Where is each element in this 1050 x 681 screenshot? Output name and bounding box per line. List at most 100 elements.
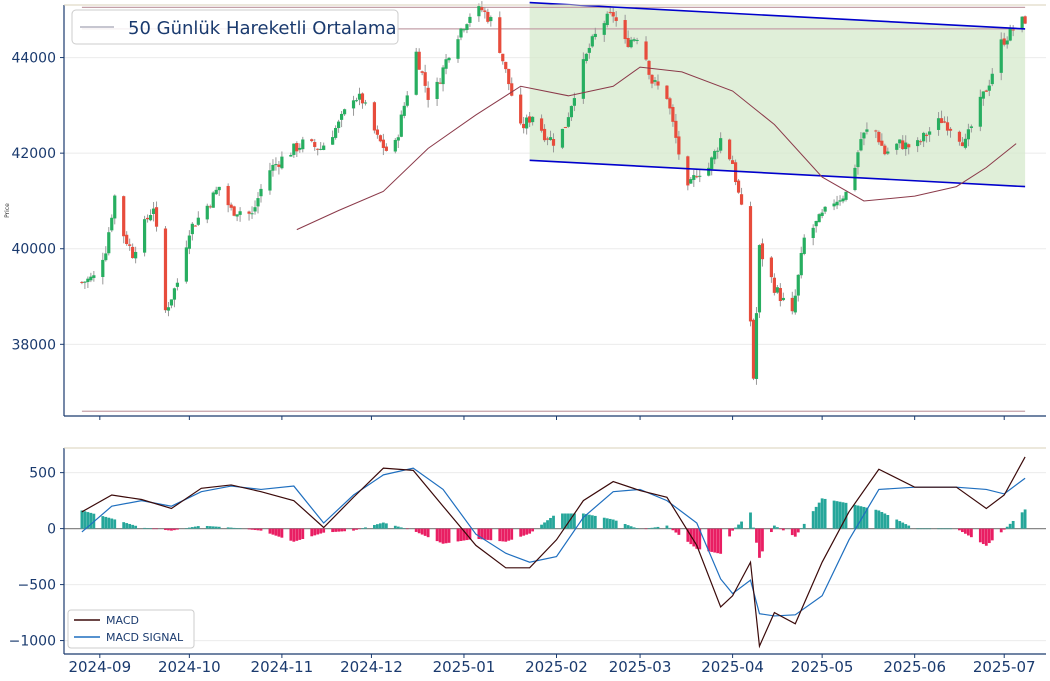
candle-body xyxy=(874,130,878,132)
x-tick-label: 2025-02 xyxy=(525,658,588,676)
candle-body xyxy=(566,117,571,127)
macd-histogram-bar xyxy=(193,526,197,529)
candle-body xyxy=(435,81,439,99)
macd-histogram-bar xyxy=(916,528,920,530)
macd-histogram-bar xyxy=(378,523,382,529)
macd-histogram-bar xyxy=(322,528,326,533)
candle-body xyxy=(772,277,776,293)
candle-body xyxy=(751,319,756,379)
candle-body xyxy=(313,142,317,147)
candle-body xyxy=(886,151,890,154)
macd-histogram-bar xyxy=(125,523,129,529)
macd-histogram-bar xyxy=(671,528,675,531)
candle-body xyxy=(83,281,87,283)
candle-body xyxy=(525,117,529,129)
macd-histogram-bar xyxy=(501,528,505,542)
macd-y-tick-label: 500 xyxy=(29,466,56,482)
macd-signal-legend-label: MACD SIGNAL xyxy=(106,631,184,644)
x-tick-label: 2025-01 xyxy=(433,658,496,676)
macd-histogram-bar xyxy=(438,528,442,543)
macd-histogram-bar xyxy=(235,528,239,529)
candle-body xyxy=(707,167,711,176)
candle-body xyxy=(936,118,941,130)
macd-histogram-bar xyxy=(990,528,994,541)
candle-body xyxy=(498,17,502,53)
candle-body xyxy=(817,214,821,223)
macd-histogram-bar xyxy=(895,519,899,529)
macd-histogram-bar xyxy=(755,528,758,543)
candle-body xyxy=(381,139,385,148)
candle-body xyxy=(504,61,508,70)
candle-body xyxy=(853,167,857,191)
candle-body xyxy=(736,180,741,193)
candle-body xyxy=(978,96,982,127)
candle-body xyxy=(987,85,991,91)
candle-body xyxy=(760,243,765,260)
candle-body xyxy=(695,176,699,178)
channel-lower-line xyxy=(529,159,1026,188)
candle-body xyxy=(629,39,633,48)
macd-histogram-bar xyxy=(364,527,367,529)
price-y-tick-label: 40000 xyxy=(11,242,56,258)
candle-body xyxy=(125,234,129,245)
macd-histogram-bar xyxy=(531,528,535,532)
macd-histogram-bar xyxy=(480,528,484,540)
macd-histogram-bar xyxy=(778,528,782,530)
macd-histogram-bar xyxy=(966,528,970,536)
macd-histogram-bar xyxy=(629,526,633,529)
candle-body xyxy=(372,102,377,131)
candle-body xyxy=(80,281,84,283)
macd-histogram-bar xyxy=(393,525,397,529)
candle-body xyxy=(357,93,362,100)
candle-body xyxy=(844,191,848,200)
macd-histogram-bar xyxy=(414,528,418,532)
macd-histogram-bar xyxy=(611,519,615,529)
x-tick-label: 2025-07 xyxy=(973,658,1036,676)
candle-body xyxy=(145,217,150,220)
candle-body xyxy=(510,83,514,96)
macd-histogram-bar xyxy=(605,518,609,529)
candle-body xyxy=(172,288,177,300)
candle-body xyxy=(602,23,606,35)
macd-histogram-bar xyxy=(549,517,552,529)
macd-histogram-bar xyxy=(961,528,964,533)
candle-body xyxy=(904,142,908,150)
macd-histogram-bar xyxy=(89,512,93,529)
candle-body xyxy=(796,274,800,296)
candle-body xyxy=(981,91,985,99)
macd-histogram-bar xyxy=(761,528,764,552)
candle-body xyxy=(671,107,675,122)
macd-y-tick-label: −500 xyxy=(18,578,56,594)
candle-body xyxy=(895,143,899,150)
macd-histogram-bar xyxy=(650,527,654,529)
macd-histogram-bar xyxy=(737,524,740,529)
candle-body xyxy=(1011,29,1015,31)
candle-body xyxy=(823,206,827,212)
macd-histogram-bar xyxy=(814,506,818,529)
candle-body xyxy=(569,106,574,118)
candle-body xyxy=(235,214,239,217)
candle-body xyxy=(193,225,197,227)
macd-histogram-bar xyxy=(444,528,448,544)
candle-body xyxy=(907,144,911,148)
macd-histogram-bar xyxy=(268,528,272,534)
macd-histogram-bar xyxy=(110,518,114,529)
macd-histogram-bar xyxy=(134,525,138,529)
macd-histogram-bar xyxy=(170,528,173,531)
candle-body xyxy=(692,175,696,180)
macd-histogram-bar xyxy=(399,527,403,529)
x-tick-label: 2024-09 xyxy=(68,658,131,676)
candle-body xyxy=(611,12,615,17)
macd-histogram-bar xyxy=(928,528,931,530)
macd-histogram-bar xyxy=(131,524,135,529)
macd-histogram-bar xyxy=(653,527,657,529)
candle-body xyxy=(528,116,532,123)
macd-histogram-bar xyxy=(874,509,878,529)
macd-histogram-bar xyxy=(561,513,564,529)
macd-legend-label: MACD xyxy=(106,614,139,627)
macd-histogram-bar xyxy=(104,516,108,529)
macd-histogram-bar xyxy=(674,528,678,533)
macd-histogram-bar xyxy=(692,528,696,547)
candle-body xyxy=(901,140,905,150)
macd-histogram-bar xyxy=(247,528,251,530)
